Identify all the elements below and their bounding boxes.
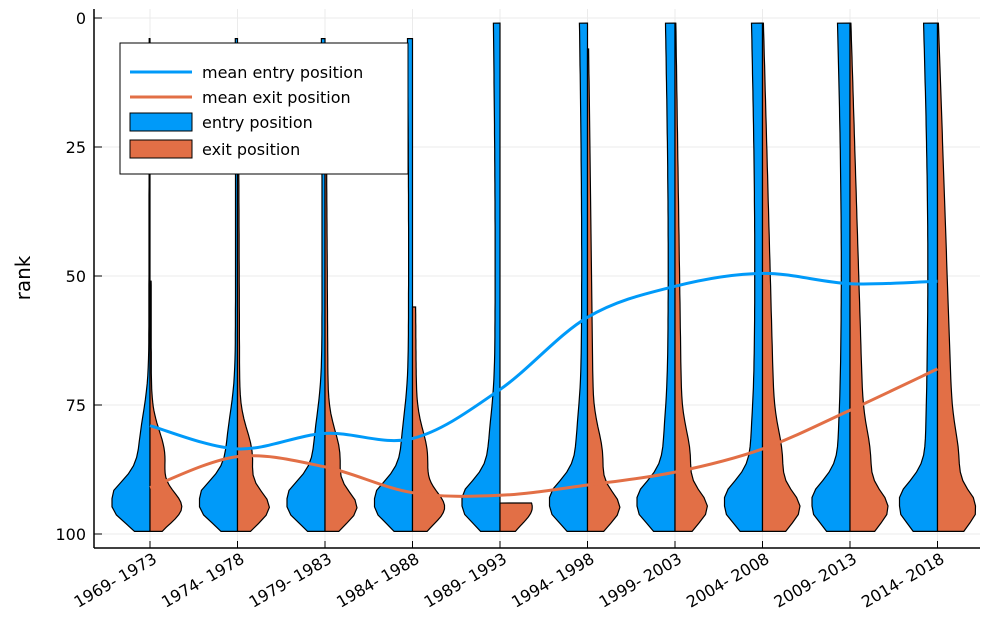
exit-violin-5 [586,48,621,532]
x-tick-label: 1999- 2003 [596,549,685,612]
entry-violin-6 [636,22,676,532]
exit-violin-4 [499,502,533,532]
legend-swatch-entry [129,112,193,132]
mean-exit-line [149,367,939,498]
legend-label-mean-entry: mean entry position [202,63,363,82]
exit-violin-7 [761,22,801,532]
entry-violin-7 [723,22,764,532]
x-tick-label: 2004- 2008 [683,549,772,612]
legend: mean entry position mean exit position e… [119,42,409,175]
y-ticks: 0 25 50 75 100 [55,9,102,544]
exit-violin-6 [674,22,709,532]
exit-violin-3 [411,306,446,532]
x-tick-label: 1979- 1983 [246,549,335,612]
y-tick-label: 0 [76,9,86,28]
axes: rank [11,9,980,549]
x-tick-label: 2009- 2013 [771,549,860,612]
entry-violin-4 [461,22,501,532]
x-tick-label: 1989- 1993 [421,549,510,612]
mean-entry-line [149,271,938,451]
exit-violin-0 [149,280,183,532]
mean-lines [149,271,939,498]
x-tick-label: 2014- 2018 [858,549,947,612]
legend-label-exit: exit position [202,140,300,159]
x-tick-label: 1974- 1978 [158,549,247,612]
y-tick-label: 25 [66,138,86,157]
violins [111,22,977,532]
x-tick-label: 1994- 1998 [508,549,597,612]
exit-violin-9 [936,22,977,532]
y-tick-label: 100 [55,525,86,544]
entry-violin-5 [548,22,589,532]
entry-violin-9 [898,22,939,532]
x-tick-label: 1984- 1988 [333,549,422,612]
legend-label-entry: entry position [202,113,313,132]
legend-label-mean-exit: mean exit position [202,88,351,107]
x-tick-label: 1969- 1973 [71,549,160,612]
y-tick-label: 50 [66,267,86,286]
exit-violin-8 [849,22,889,532]
y-tick-label: 75 [66,396,86,415]
entry-violin-8 [811,22,851,532]
legend-swatch-exit [129,139,193,159]
y-axis-title: rank [11,255,35,300]
